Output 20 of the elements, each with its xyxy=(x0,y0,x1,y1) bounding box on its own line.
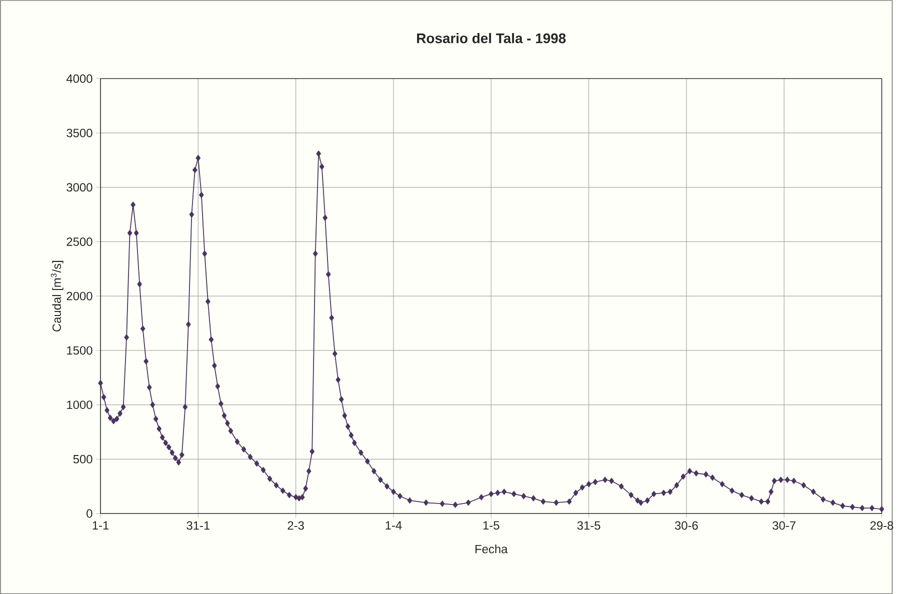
y-tick-label: 500 xyxy=(73,454,92,464)
x-tick-label: 30-7 xyxy=(772,521,796,530)
y-axis-title: Caudal [m$^{3}$/s] xyxy=(50,260,64,332)
x-tick-label: 1-5 xyxy=(483,521,500,530)
x-tick-label: 31-1 xyxy=(186,521,210,530)
y-tick-label: 4000 xyxy=(66,74,92,83)
x-tick-label: 1-4 xyxy=(386,521,402,530)
x-axis-title: Fecha xyxy=(476,544,508,554)
y-tick-label: 2000 xyxy=(66,292,92,300)
chart-title: Rosario del Tala - 1998 xyxy=(417,32,566,44)
y-tick-label: 1000 xyxy=(67,400,92,409)
x-tick-label: 2-3 xyxy=(288,521,304,530)
y-tick-label: 2500 xyxy=(66,237,92,246)
y-tick-label: 3000 xyxy=(66,183,92,192)
x-tick-label: 1-1 xyxy=(92,521,109,530)
y-tick-label: 1500 xyxy=(67,346,92,355)
x-tick-label: 30-6 xyxy=(674,521,698,530)
y-tick-label: 0 xyxy=(86,509,92,518)
y-tick-label: 3500 xyxy=(66,128,92,138)
x-tick-label: 31-5 xyxy=(577,521,600,530)
